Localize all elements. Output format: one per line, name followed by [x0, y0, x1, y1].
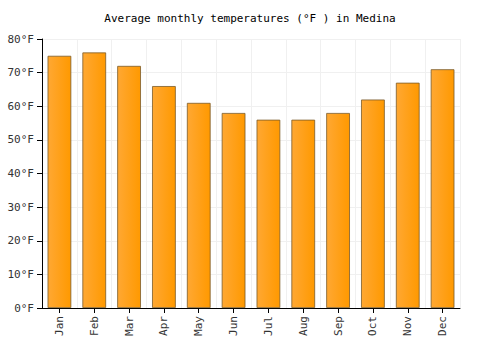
svg-text:80°F: 80°F	[8, 33, 35, 46]
svg-text:20°F: 20°F	[8, 234, 35, 247]
svg-text:Nov: Nov	[401, 316, 414, 336]
svg-text:40°F: 40°F	[8, 167, 35, 180]
svg-text:Dec: Dec	[436, 316, 449, 336]
svg-text:Feb: Feb	[88, 316, 101, 336]
svg-text:Average monthly temperatures (: Average monthly temperatures (°F ) in Me…	[104, 12, 395, 25]
svg-text:Mar: Mar	[123, 316, 136, 336]
svg-text:Jan: Jan	[53, 316, 66, 336]
svg-text:10°F: 10°F	[8, 268, 35, 281]
svg-text:Aug: Aug	[297, 316, 310, 336]
svg-text:50°F: 50°F	[8, 133, 35, 146]
svg-text:60°F: 60°F	[8, 100, 35, 113]
svg-text:Sep: Sep	[332, 316, 345, 336]
svg-text:70°F: 70°F	[8, 66, 35, 79]
svg-text:Apr: Apr	[157, 316, 170, 336]
svg-text:Jul: Jul	[262, 316, 275, 336]
svg-text:Oct: Oct	[366, 316, 379, 336]
svg-text:Jun: Jun	[227, 316, 240, 336]
svg-text:30°F: 30°F	[8, 201, 35, 214]
svg-text:May: May	[192, 316, 205, 336]
svg-text:0°F: 0°F	[14, 302, 34, 315]
